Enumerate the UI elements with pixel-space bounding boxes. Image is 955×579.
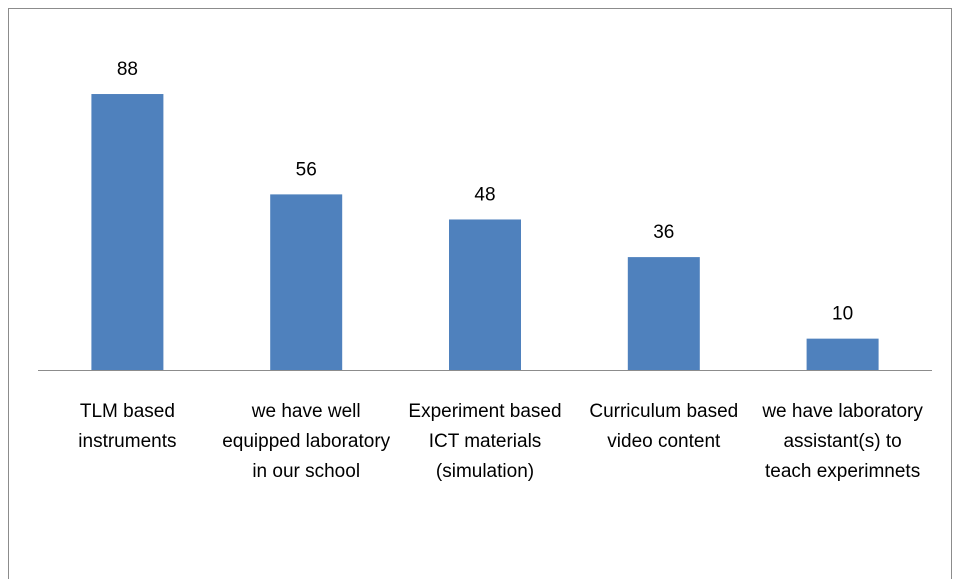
x-tick-label: Experiment based ICT materials (simulati… <box>408 401 562 482</box>
x-tick-label: TLM based instruments <box>78 401 177 452</box>
bar <box>91 94 164 371</box>
data-label: 48 <box>474 184 495 205</box>
bar <box>449 219 521 370</box>
data-label: 10 <box>832 304 853 325</box>
bar <box>627 257 700 370</box>
x-tick-label: we have laboratory assistant(s) to teach… <box>762 401 923 482</box>
x-tick-label: we have well equipped laboratory in our … <box>222 401 391 482</box>
data-label: 36 <box>653 222 674 243</box>
data-label: 56 <box>296 159 317 180</box>
bar <box>806 338 879 370</box>
data-label: 88 <box>117 59 138 80</box>
bar <box>270 194 343 370</box>
chart-border <box>8 8 952 579</box>
x-tick-label: Curriculum based video content <box>589 401 739 452</box>
